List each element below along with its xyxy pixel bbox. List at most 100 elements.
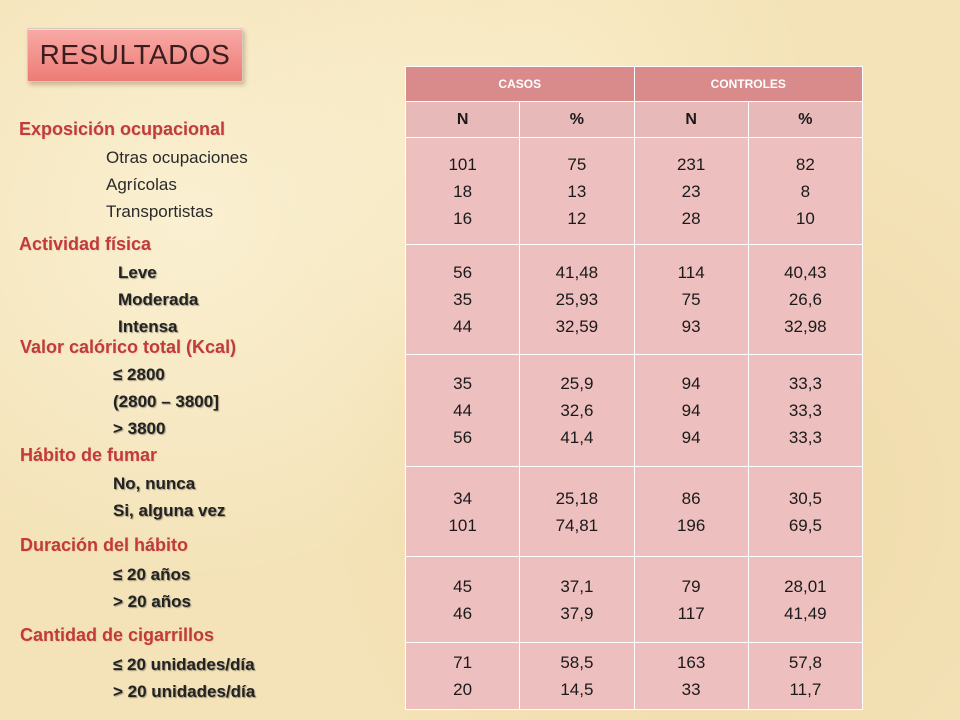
table-row: 71 20 58,5 14,5 163 33 57,8 11,7 bbox=[404, 642, 864, 710]
table-cell: 101 18 16 bbox=[404, 137, 521, 245]
cell-value: 101 bbox=[448, 515, 477, 535]
section-label-exposicion: Exposición ocupacional bbox=[19, 119, 226, 139]
table-group-header: CASOS CONTROLES bbox=[405, 66, 863, 102]
cell-value: 35 bbox=[453, 290, 473, 309]
cell-value: 41,4 bbox=[560, 428, 594, 447]
list-item: ≤ 20 años bbox=[113, 565, 191, 584]
cell-value: 32,6 bbox=[560, 401, 594, 420]
cell-value: 16 bbox=[453, 208, 473, 228]
table-row: 35 44 56 25,9 32,6 41,4 94 94 94 33,3 33,3 33,3 bbox=[404, 354, 864, 467]
cell-value: 18 bbox=[453, 181, 473, 201]
section-label-actividad: Actividad física bbox=[19, 234, 152, 254]
table-cell: 71 20 bbox=[404, 642, 521, 710]
section-items-actividad: Leve Moderada Intensa bbox=[118, 259, 198, 340]
table-cell: 37,1 37,9 bbox=[519, 556, 635, 643]
list-item: Si, alguna vez bbox=[113, 501, 226, 520]
cell-value: 37,9 bbox=[560, 603, 594, 623]
cell-value: 93 bbox=[681, 317, 701, 336]
cell-value: 44 bbox=[453, 401, 473, 420]
column-header: N bbox=[633, 101, 749, 138]
table-row: 56 35 44 41,48 25,93 32,59 114 75 93 40,43 26,6… bbox=[404, 244, 864, 355]
cell-value: 71 bbox=[453, 653, 473, 672]
cell-value: 26,6 bbox=[788, 290, 822, 309]
table-cell: 56 35 44 bbox=[404, 244, 521, 355]
table-column-header: N % N % bbox=[404, 101, 864, 138]
table-cell: 40,43 26,6 32,98 bbox=[747, 244, 864, 355]
section-label-habito-fumar: Hábito de fumar bbox=[20, 445, 158, 465]
cell-value: 41,48 bbox=[555, 263, 599, 282]
cell-value: 45 bbox=[453, 576, 473, 596]
section-items-duracion: ≤ 20 años > 20 años bbox=[113, 561, 191, 615]
table-cell: 57,8 11,7 bbox=[747, 642, 864, 710]
cell-value: 94 bbox=[681, 374, 701, 393]
cell-value: 163 bbox=[676, 653, 706, 672]
page-title: RESULTADOS bbox=[27, 28, 243, 82]
cell-value: 44 bbox=[453, 317, 473, 336]
cell-value: 11,7 bbox=[789, 680, 822, 699]
section-label-duracion: Duración del hábito bbox=[20, 535, 189, 555]
cell-value: 82 bbox=[795, 154, 815, 174]
cell-value: 28 bbox=[681, 208, 701, 228]
cell-value: 94 bbox=[681, 401, 701, 420]
table-cell: 25,9 32,6 41,4 bbox=[519, 354, 635, 467]
table-row: 34 101 25,18 74,81 86 196 30,5 69,5 bbox=[404, 466, 864, 557]
cell-value: 33,3 bbox=[788, 401, 822, 420]
cell-value: 94 bbox=[681, 428, 701, 447]
list-item: > 20 unidades/día bbox=[113, 682, 256, 701]
column-header: % bbox=[519, 101, 635, 138]
cell-value: 56 bbox=[453, 263, 473, 282]
cell-value: 40,43 bbox=[784, 263, 827, 282]
list-item: No, nunca bbox=[113, 474, 196, 493]
group-header-controles: CONTROLES bbox=[633, 66, 863, 102]
section-items-habito-fumar: No, nunca Si, alguna vez bbox=[113, 470, 225, 524]
cell-value: 56 bbox=[453, 428, 473, 447]
cell-value: 79 bbox=[681, 576, 701, 596]
cell-value: 32,98 bbox=[784, 317, 827, 336]
cell-value: 10 bbox=[795, 208, 815, 228]
table-cell: 41,48 25,93 32,59 bbox=[519, 244, 635, 355]
list-item: (2800 – 3800] bbox=[113, 392, 219, 411]
table-cell: 30,5 69,5 bbox=[747, 466, 864, 557]
cell-value: 117 bbox=[677, 603, 705, 623]
cell-value: 25,18 bbox=[555, 488, 599, 508]
cell-value: 20 bbox=[453, 680, 473, 699]
table-cell: 25,18 74,81 bbox=[519, 466, 635, 557]
section-items-cigarrillos: ≤ 20 unidades/día > 20 unidades/día bbox=[113, 651, 255, 705]
cell-value: 57,8 bbox=[788, 653, 822, 672]
cell-value: 196 bbox=[676, 515, 706, 535]
cell-value: 33 bbox=[681, 680, 701, 699]
cell-value: 69,5 bbox=[788, 515, 822, 535]
cell-value: 34 bbox=[453, 488, 473, 508]
table-cell: 86 196 bbox=[633, 466, 749, 557]
section-label-valor-calorico: Valor calórico total (Kcal) bbox=[20, 337, 237, 357]
cell-value: 33,3 bbox=[788, 428, 822, 447]
cell-value: 13 bbox=[567, 181, 587, 201]
cell-value: 25,93 bbox=[555, 290, 599, 309]
cell-value: 58,5 bbox=[560, 653, 594, 672]
list-item: > 20 años bbox=[113, 592, 191, 611]
cell-value: 231 bbox=[676, 154, 706, 174]
cell-value: 23 bbox=[681, 181, 701, 201]
table-cell: 114 75 93 bbox=[633, 244, 749, 355]
table-cell: 28,01 41,49 bbox=[747, 556, 864, 643]
section-items-valor-calorico: ≤ 2800 (2800 – 3800] > 3800 bbox=[113, 361, 219, 442]
cell-value: 75 bbox=[681, 290, 701, 309]
table-cell: 231 23 28 bbox=[633, 137, 749, 245]
cell-value: 14,5 bbox=[560, 680, 594, 699]
cell-value: 8 bbox=[800, 181, 811, 201]
cell-value: 32,59 bbox=[555, 317, 599, 336]
list-item: Moderada bbox=[118, 290, 199, 309]
cell-value: 12 bbox=[567, 208, 587, 228]
list-item: ≤ 20 unidades/día bbox=[113, 655, 255, 674]
cell-value: 101 bbox=[448, 154, 477, 174]
list-item: ≤ 2800 bbox=[113, 365, 165, 384]
table-cell: 82 8 10 bbox=[747, 137, 864, 245]
table-row: 101 18 16 75 13 12 231 23 28 82 8 10 bbox=[404, 137, 864, 245]
cell-value: 86 bbox=[681, 488, 701, 508]
table-cell: 75 13 12 bbox=[519, 137, 635, 245]
cell-value: 35 bbox=[453, 374, 473, 393]
group-header-casos: CASOS bbox=[405, 66, 635, 102]
cell-value: 46 bbox=[453, 603, 473, 623]
table-cell: 33,3 33,3 33,3 bbox=[747, 354, 864, 467]
results-table: CASOS CONTROLES N % N % 101 18 16 75 13 12 2… bbox=[404, 66, 864, 710]
